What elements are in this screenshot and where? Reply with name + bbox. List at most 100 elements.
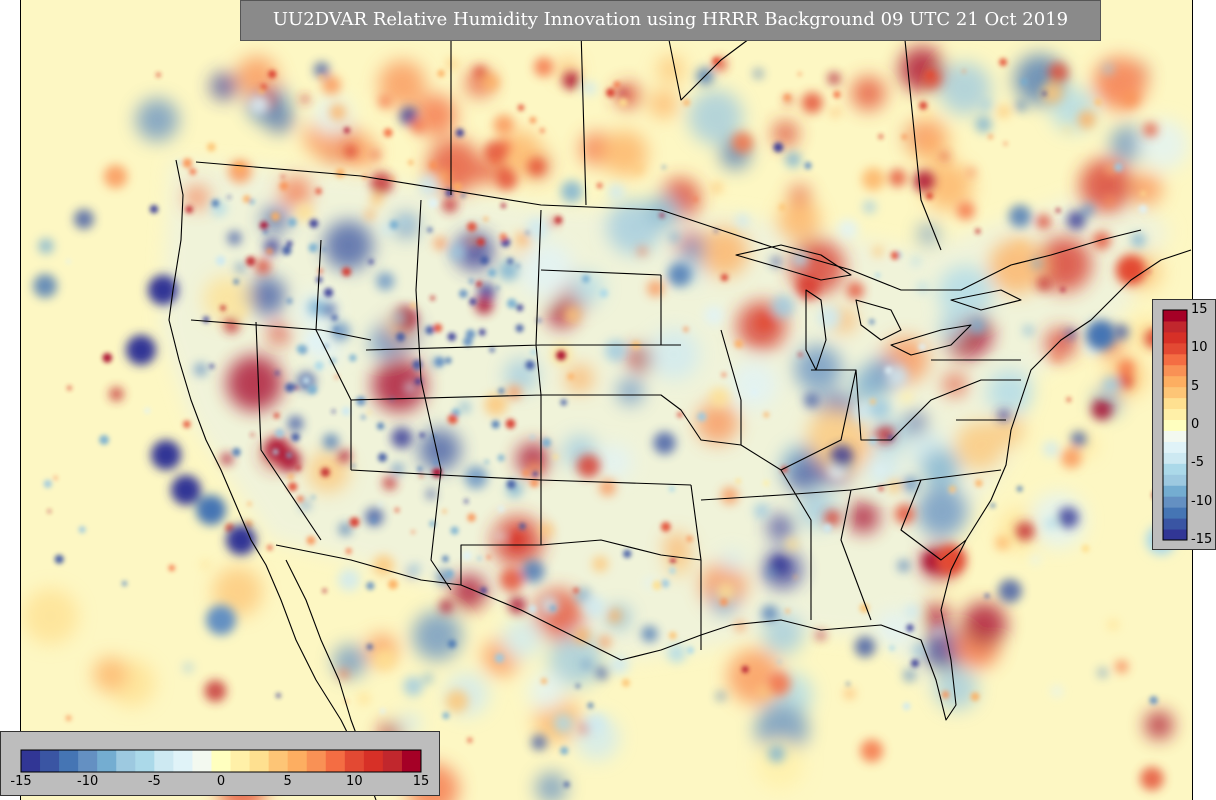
innovation-blob <box>762 613 804 655</box>
horizontal-colorbar-tick-label: 10 <box>346 774 363 789</box>
innovation-blob <box>394 507 400 513</box>
innovation-blob <box>860 739 884 763</box>
innovation-blob <box>236 55 278 98</box>
vertical-colorbar-segment <box>1163 408 1187 421</box>
innovation-blob <box>323 288 334 298</box>
innovation-blob <box>528 604 537 614</box>
innovation-blob <box>364 507 384 527</box>
innovation-blob <box>1055 208 1061 213</box>
innovation-blob <box>516 231 531 246</box>
innovation-blob <box>467 222 477 232</box>
innovation-blob <box>227 195 231 199</box>
innovation-blob <box>53 476 58 480</box>
innovation-blob <box>210 72 238 100</box>
innovation-blob <box>370 193 384 207</box>
horizontal-colorbar-segment <box>21 750 41 772</box>
innovation-blob <box>938 62 992 116</box>
innovation-blob <box>527 461 541 476</box>
innovation-blob <box>714 229 718 233</box>
innovation-blob <box>287 217 297 227</box>
innovation-blob <box>291 432 300 442</box>
innovation-blob <box>785 537 799 551</box>
innovation-blob <box>464 499 469 504</box>
innovation-blob <box>1102 375 1121 394</box>
innovation-blob <box>735 213 750 228</box>
innovation-blob <box>563 781 570 788</box>
innovation-blob <box>530 349 537 356</box>
innovation-blob <box>1081 544 1090 553</box>
innovation-blob <box>433 459 440 466</box>
innovation-blob <box>306 536 316 545</box>
horizontal-colorbar-segment <box>40 750 60 772</box>
innovation-blob <box>455 128 464 137</box>
vertical-colorbar-tick-label: 0 <box>1191 417 1200 432</box>
innovation-blob <box>282 245 292 256</box>
innovation-blob <box>913 170 935 192</box>
innovation-blob <box>323 220 373 271</box>
innovation-blob <box>418 428 461 472</box>
innovation-blob <box>918 223 939 245</box>
innovation-blob <box>65 715 72 721</box>
horizontal-colorbar-segment <box>173 750 193 772</box>
innovation-blob <box>1023 325 1034 336</box>
innovation-blob <box>323 433 339 450</box>
title-banner: UU2DVAR Relative Humidity Innovation usi… <box>240 0 1101 41</box>
innovation-blob <box>731 131 754 154</box>
innovation-blob <box>912 643 926 658</box>
ocean-obs-blob <box>1086 320 1116 350</box>
innovation-blob <box>109 387 124 402</box>
innovation-blob <box>494 653 505 663</box>
innovation-blob <box>356 396 366 406</box>
innovation-blob <box>483 216 489 222</box>
innovation-blob <box>308 243 318 253</box>
innovation-blob <box>766 568 776 578</box>
innovation-blob <box>538 522 554 539</box>
innovation-blob <box>801 92 823 114</box>
innovation-blob <box>295 386 299 390</box>
innovation-blob <box>562 71 581 90</box>
innovation-blob <box>1071 431 1087 447</box>
innovation-blob <box>411 530 415 534</box>
innovation-blob <box>272 448 279 455</box>
innovation-blob <box>863 200 876 214</box>
innovation-blob <box>582 275 590 283</box>
innovation-blob <box>582 595 606 619</box>
innovation-blob <box>921 108 932 119</box>
innovation-blob <box>366 581 375 591</box>
innovation-blob <box>296 344 306 354</box>
ocean-obs-blob <box>171 475 201 505</box>
innovation-blob <box>1031 555 1041 565</box>
innovation-blob <box>735 620 746 632</box>
innovation-blob <box>540 128 545 133</box>
innovation-blob <box>617 378 644 405</box>
innovation-blob <box>560 746 569 755</box>
innovation-blob <box>486 555 491 560</box>
innovation-blob <box>465 329 476 340</box>
innovation-blob <box>771 294 795 319</box>
innovation-blob <box>653 431 676 455</box>
innovation-blob <box>889 645 895 651</box>
innovation-blob <box>439 600 453 613</box>
innovation-blob <box>475 296 494 315</box>
innovation-blob <box>597 444 632 479</box>
innovation-blob <box>484 459 489 464</box>
innovation-blob <box>853 402 872 421</box>
innovation-blob <box>785 151 802 168</box>
innovation-blob <box>926 71 934 79</box>
horizontal-colorbar-segment <box>59 750 79 772</box>
innovation-blob <box>1143 122 1158 137</box>
innovation-blob <box>496 286 500 290</box>
innovation-blob <box>670 558 676 564</box>
innovation-blob <box>370 517 377 523</box>
innovation-blob <box>1117 359 1135 377</box>
innovation-blob <box>445 689 469 713</box>
innovation-blob <box>442 555 449 562</box>
innovation-blob <box>211 199 220 207</box>
innovation-blob <box>260 84 267 91</box>
innovation-blob <box>215 255 226 266</box>
horizontal-colorbar-gradient <box>20 749 422 773</box>
innovation-blob <box>364 209 376 220</box>
innovation-blob <box>121 580 128 587</box>
innovation-blob <box>609 654 630 675</box>
innovation-blob <box>212 566 263 617</box>
